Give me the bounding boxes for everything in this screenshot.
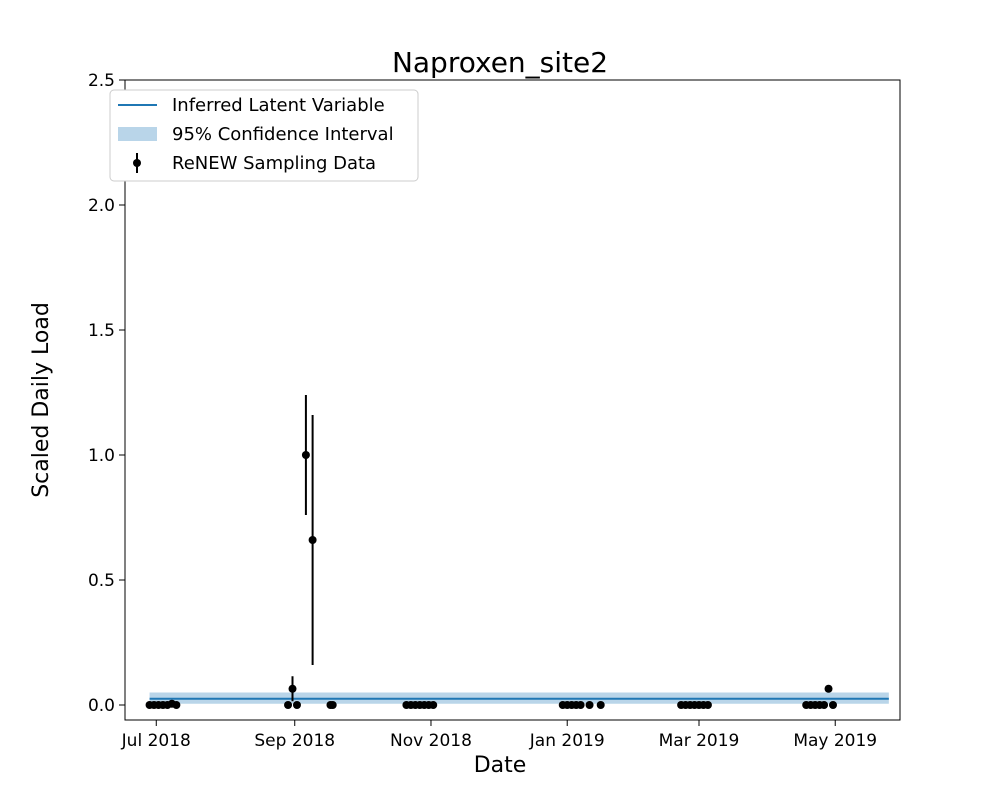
chart-title: Naproxen_site2: [392, 46, 608, 79]
x-tick-label-3: Jan 2019: [529, 731, 605, 751]
plot-area: [124, 79, 901, 721]
y-tick-label-2: 1.0: [88, 446, 115, 466]
y-tick-label-0: 0.0: [88, 696, 115, 716]
legend-box: [109, 89, 419, 182]
data-point-20: [429, 701, 438, 709]
legend-label-0: Inferred Latent Variable: [172, 95, 385, 116]
data-point-10: [301, 451, 310, 459]
x-tick-label-2: Nov 2018: [390, 731, 472, 751]
data-point-9: [292, 701, 301, 709]
y-axis-label: Scaled Daily Load: [29, 302, 54, 498]
data-point-34: [703, 701, 712, 709]
data-point-11: [308, 536, 317, 544]
y-tick-label-1: 0.5: [88, 571, 115, 591]
data-point-40: [824, 684, 833, 693]
y-tick-label-4: 2.0: [88, 196, 115, 216]
data-point-7: [284, 701, 293, 709]
x-tick-label-1: Sep 2018: [254, 731, 335, 751]
y-tick-label-5: 2.5: [88, 71, 115, 91]
x-axis: Jul 2018 Sep 2018 Nov 2018 Jan 2019 Mar 2019…: [121, 720, 877, 751]
x-tick-label-5: May 2019: [793, 731, 877, 751]
data-point-41: [828, 701, 837, 709]
data-point-8: [288, 684, 297, 693]
y-axis: 0.0 0.5 1.0 1.5 2.0 2.5: [88, 71, 125, 716]
legend-point-sample: [133, 159, 141, 167]
x-axis-label: Date: [474, 753, 527, 778]
legend-label-1: 95% Confidence Interval: [172, 124, 394, 145]
data-point-27: [596, 701, 605, 709]
data-point-25: [576, 701, 585, 709]
x-tick-label-4: Mar 2019: [659, 731, 740, 751]
legend: Inferred Latent Variable 95% Confidence I…: [109, 89, 419, 182]
data-point-13: [328, 701, 337, 709]
data-point-39: [820, 701, 829, 709]
plot-frame: [124, 79, 901, 721]
y-tick-label-3: 1.5: [88, 321, 115, 341]
data-point-6: [172, 701, 181, 709]
legend-band-sample: [118, 127, 157, 141]
data-point-26: [585, 701, 594, 709]
legend-label-2: ReNEW Sampling Data: [172, 153, 376, 174]
x-tick-label-0: Jul 2018: [121, 731, 191, 751]
